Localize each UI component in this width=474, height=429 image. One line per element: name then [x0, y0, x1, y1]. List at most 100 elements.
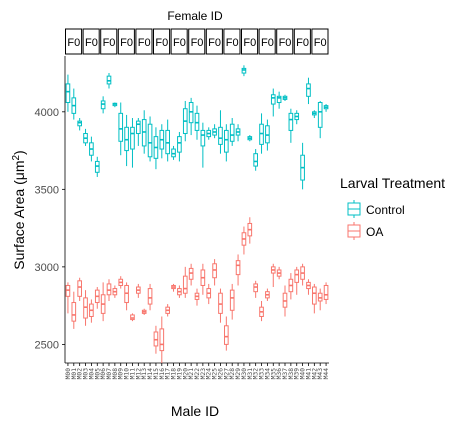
- box-oa: [188, 263, 194, 286]
- box-iqr: [323, 284, 329, 300]
- x-tick-label: M12: [135, 368, 142, 380]
- legend-title: Larval Treatment: [340, 175, 445, 191]
- box-iqr: [130, 126, 135, 150]
- x-tick-label: M42: [311, 368, 318, 380]
- box-control: [288, 108, 294, 143]
- box-iqr: [224, 325, 229, 345]
- box-oa: [71, 291, 77, 329]
- facet-strip: [223, 28, 241, 55]
- box-oa: [159, 316, 165, 363]
- legend-key-oa: [347, 222, 361, 240]
- box-control: [153, 127, 159, 170]
- box-iqr: [253, 153, 258, 167]
- facet-label: F0: [138, 37, 151, 49]
- box-iqr: [136, 120, 141, 135]
- box-oa: [294, 266, 300, 295]
- facet-strip: [100, 28, 118, 55]
- box-oa: [235, 254, 241, 286]
- facet-label: F0: [279, 37, 292, 49]
- box-oa: [106, 279, 112, 301]
- box-oa: [253, 280, 258, 298]
- box-control: [124, 114, 129, 167]
- box-oa: [153, 325, 159, 354]
- box-control: [77, 118, 82, 131]
- facet-label: F0: [103, 37, 116, 49]
- box-oa: [224, 316, 229, 351]
- box-oa: [136, 283, 141, 298]
- y-axis-title-unit: μm: [11, 161, 27, 181]
- x-tick-label: M19: [176, 368, 183, 380]
- x-tick-label: M23: [200, 368, 207, 380]
- box-control: [241, 65, 247, 77]
- box-oa: [77, 277, 82, 301]
- box-iqr: [200, 129, 206, 147]
- box-oa: [247, 217, 253, 244]
- legend-label-control: Control: [366, 203, 405, 217]
- box-control: [165, 119, 170, 162]
- box-control: [259, 113, 264, 154]
- box-oa: [89, 299, 94, 323]
- x-tick-label: M10: [124, 368, 131, 380]
- facet-label: F0: [120, 37, 133, 49]
- x-tick-label: M26: [217, 368, 224, 380]
- x-tick-label: M38: [288, 368, 295, 380]
- box-control: [177, 131, 182, 162]
- box-control: [159, 124, 165, 159]
- facet-strip: [82, 28, 100, 55]
- x-tick-label: M02: [77, 368, 84, 380]
- x-tick-label: M14: [147, 368, 154, 380]
- y-tick-label: 2500: [35, 339, 59, 351]
- box-control: [282, 94, 288, 101]
- box-oa: [206, 283, 212, 305]
- box-control: [276, 91, 282, 109]
- box-iqr: [147, 288, 153, 305]
- x-tick-label: M27: [223, 368, 230, 380]
- facet-label: F0: [261, 37, 274, 49]
- x-tick-label: M11: [129, 368, 136, 380]
- x-tick-label: M15: [153, 368, 160, 380]
- legend: Larval Treatment Control OA: [340, 175, 445, 240]
- box-control: [212, 124, 217, 139]
- box-oa: [200, 263, 206, 295]
- box-iqr: [182, 275, 188, 294]
- box-oa: [317, 288, 323, 311]
- box-iqr: [317, 102, 323, 128]
- box-iqr: [312, 286, 317, 305]
- facet-label: F0: [296, 37, 309, 49]
- box-iqr: [159, 328, 165, 352]
- x-tick-label: M41: [305, 368, 312, 380]
- box-control: [253, 149, 258, 171]
- y-axis: 2500 3000 3500 4000: [35, 56, 66, 363]
- x-tick-label: M22: [194, 368, 201, 380]
- top-title: Female ID: [167, 9, 223, 23]
- box-oa: [118, 276, 124, 289]
- box-control: [94, 156, 100, 177]
- box-control: [317, 100, 323, 139]
- box-oa: [300, 263, 305, 286]
- x-tick-label: M17: [165, 368, 172, 380]
- facet-label: F0: [67, 37, 80, 49]
- box-iqr: [306, 83, 311, 97]
- legend-key-control: [347, 200, 361, 218]
- facet-strips: F0 F0 F0 F0 F0 F0 F0 F0 F0 F0 F0 F0 F0 F0 F0: [65, 28, 329, 55]
- y-axis-title: Surface Area (μm2): [11, 150, 27, 269]
- box-control: [106, 73, 112, 89]
- facet-strip: [293, 28, 311, 55]
- box-control: [83, 128, 88, 146]
- y-axis-title-main: Surface Area (: [11, 180, 27, 270]
- box-oa: [177, 285, 182, 298]
- x-tick-label: M01: [71, 368, 78, 380]
- facet-strip: [258, 28, 276, 55]
- box-iqr: [65, 83, 71, 104]
- box-oa: [124, 282, 129, 311]
- box-iqr: [77, 280, 82, 297]
- facet-label: F0: [243, 37, 256, 49]
- facet-label: F0: [85, 37, 98, 49]
- box-control: [182, 100, 188, 142]
- x-tick-label: M36: [276, 368, 283, 380]
- x-tick-label: M06: [100, 368, 107, 380]
- box-control: [194, 105, 200, 140]
- box-oa: [229, 283, 235, 320]
- x-tick-label: M29: [235, 368, 242, 380]
